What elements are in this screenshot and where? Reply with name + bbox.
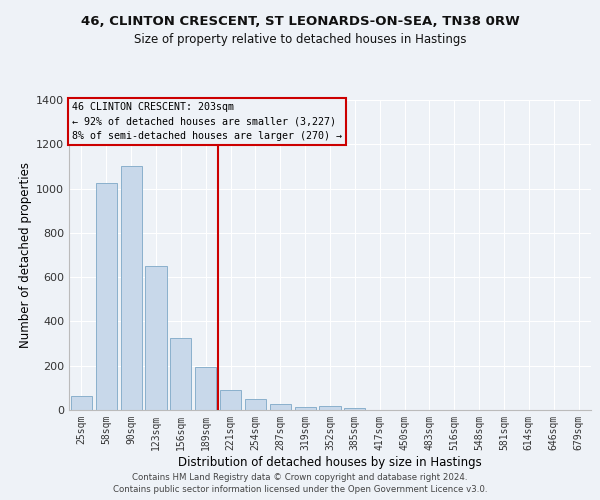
Text: Contains public sector information licensed under the Open Government Licence v3: Contains public sector information licen… bbox=[113, 485, 487, 494]
Bar bbox=[319, 406, 341, 410]
Text: Contains HM Land Registry data © Crown copyright and database right 2024.: Contains HM Land Registry data © Crown c… bbox=[132, 472, 468, 482]
Text: Size of property relative to detached houses in Hastings: Size of property relative to detached ho… bbox=[134, 32, 466, 46]
Bar bbox=[170, 338, 191, 410]
Bar bbox=[245, 399, 266, 410]
Y-axis label: Number of detached properties: Number of detached properties bbox=[19, 162, 32, 348]
Text: 46 CLINTON CRESCENT: 203sqm
← 92% of detached houses are smaller (3,227)
8% of s: 46 CLINTON CRESCENT: 203sqm ← 92% of det… bbox=[71, 102, 341, 141]
Bar bbox=[71, 396, 92, 410]
Bar bbox=[220, 390, 241, 410]
Bar bbox=[295, 406, 316, 410]
Bar bbox=[96, 183, 117, 410]
Bar bbox=[270, 404, 291, 410]
Text: 46, CLINTON CRESCENT, ST LEONARDS-ON-SEA, TN38 0RW: 46, CLINTON CRESCENT, ST LEONARDS-ON-SEA… bbox=[80, 15, 520, 28]
Bar bbox=[121, 166, 142, 410]
Bar bbox=[145, 266, 167, 410]
Bar bbox=[344, 408, 365, 410]
Bar bbox=[195, 367, 216, 410]
X-axis label: Distribution of detached houses by size in Hastings: Distribution of detached houses by size … bbox=[178, 456, 482, 468]
